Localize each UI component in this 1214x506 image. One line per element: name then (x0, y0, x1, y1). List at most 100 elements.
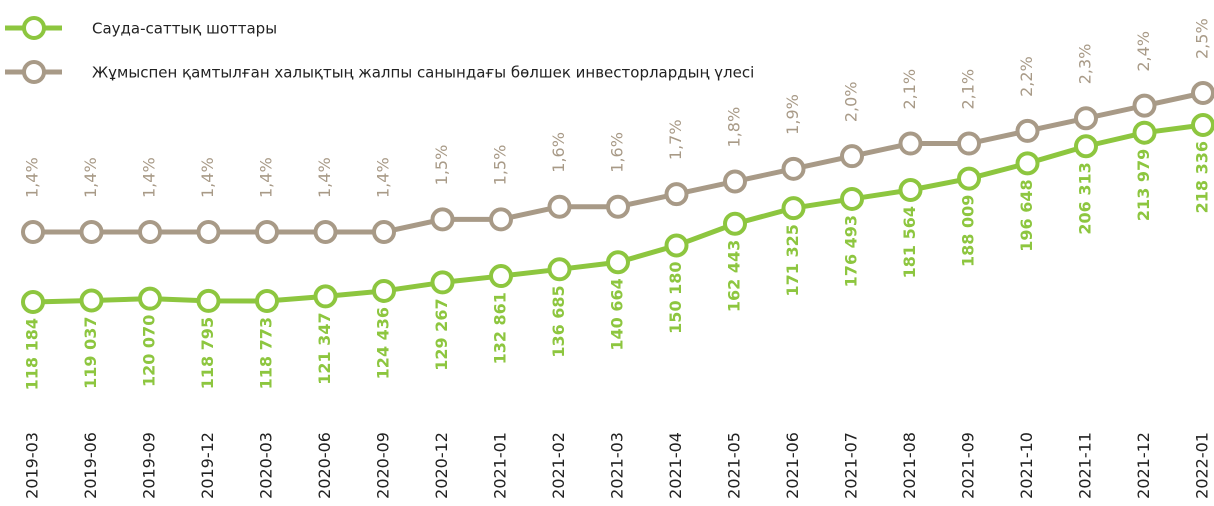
data-label: 1,4% (23, 157, 42, 198)
x-tick-label: 2019-09 (140, 432, 159, 499)
data-label: 2,0% (842, 82, 861, 123)
data-label: 140 664 (608, 278, 627, 350)
data-label: 2,1% (900, 69, 919, 110)
data-label: 1,4% (140, 157, 159, 198)
data-point (781, 196, 806, 221)
data-point (547, 194, 572, 219)
data-label: 1,8% (725, 107, 744, 148)
data-point (1015, 118, 1040, 143)
data-label: 1,6% (608, 132, 627, 173)
data-point (79, 220, 104, 244)
data-label: 2,3% (1076, 44, 1095, 85)
data-point (21, 220, 45, 244)
data-label: 206 313 (1076, 162, 1095, 234)
data-label: 181 564 (900, 206, 919, 278)
data-point (723, 211, 747, 236)
data-label: 218 336 (1193, 141, 1212, 213)
data-label: 124 436 (374, 307, 393, 379)
data-label: 1,4% (315, 157, 334, 198)
data-point (313, 220, 338, 244)
data-label: 118 795 (198, 317, 217, 389)
data-point (547, 257, 572, 282)
x-tick-label: 2022-01 (1193, 432, 1212, 499)
data-label: 176 493 (842, 215, 861, 287)
data-point (196, 288, 221, 313)
data-point (255, 220, 279, 244)
data-label: 171 325 (783, 224, 802, 296)
x-tick-label: 2020-06 (315, 432, 334, 499)
data-point (664, 182, 689, 207)
data-point (1015, 151, 1040, 176)
data-point (898, 177, 923, 202)
data-point (840, 144, 864, 169)
x-tick-label: 2021-12 (1134, 432, 1153, 499)
x-tick-label: 2019-03 (23, 432, 42, 499)
data-label: 2,2% (1017, 56, 1036, 97)
data-point (430, 270, 455, 295)
data-label: 196 648 (1017, 179, 1036, 251)
x-tick-label: 2020-09 (374, 432, 393, 499)
data-point (1132, 120, 1157, 145)
data-label: 1,5% (491, 145, 510, 186)
data-point (138, 286, 162, 311)
data-point (1074, 106, 1098, 131)
x-tick-label: 2021-02 (549, 432, 568, 499)
x-tick-label: 2021-11 (1076, 432, 1095, 499)
legend-swatch-marker (22, 60, 46, 84)
x-tick-label: 2021-07 (842, 432, 861, 499)
data-label: 121 347 (315, 312, 334, 384)
data-point (21, 290, 45, 314)
data-point (372, 278, 396, 303)
data-label: 2,4% (1134, 31, 1153, 72)
data-point (898, 131, 923, 156)
data-label: 118 184 (23, 318, 42, 390)
data-point (255, 288, 279, 313)
x-tick-label: 2020-03 (257, 432, 276, 499)
data-label: 120 070 (140, 315, 159, 387)
data-label: 2,5% (1193, 18, 1212, 59)
data-point (79, 288, 104, 313)
data-point (606, 250, 630, 275)
x-tick-label: 2021-06 (783, 432, 802, 499)
data-point (489, 264, 513, 289)
data-label: 162 443 (725, 240, 744, 312)
x-tick-label: 2021-08 (900, 432, 919, 499)
data-label: 1,7% (666, 119, 685, 160)
data-point (1132, 93, 1157, 118)
legend-swatch-marker (22, 16, 46, 40)
x-tick-label: 2021-04 (666, 432, 685, 499)
legend-label: Жұмыспен қамтылған халықтың жалпы санынд… (92, 64, 754, 82)
x-tick-label: 2019-12 (198, 432, 217, 499)
data-label: 1,4% (374, 157, 393, 198)
data-point (606, 194, 630, 219)
data-label: 150 180 (666, 261, 685, 333)
data-label: 118 773 (257, 317, 276, 389)
legend-label: Сауда-саттық шоттары (92, 20, 277, 38)
data-point (489, 207, 513, 232)
data-point (1191, 113, 1214, 137)
data-point (723, 169, 747, 194)
x-tick-label: 2021-03 (608, 432, 627, 499)
data-label: 1,4% (257, 157, 276, 198)
x-tick-label: 2020-12 (432, 432, 451, 499)
data-label: 213 979 (1134, 149, 1153, 221)
x-tick-label: 2021-05 (725, 432, 744, 499)
x-tick-label: 2021-09 (959, 432, 978, 499)
data-label: 1,5% (432, 145, 451, 186)
data-point (138, 220, 162, 244)
data-point (1191, 81, 1214, 105)
data-point (372, 220, 396, 244)
data-point (1074, 134, 1098, 159)
data-label: 1,6% (549, 132, 568, 173)
data-label: 119 037 (81, 316, 100, 388)
data-label: 1,4% (198, 157, 217, 198)
data-point (840, 186, 864, 211)
data-label: 129 267 (432, 298, 451, 370)
data-point (430, 207, 455, 232)
x-tick-label: 2021-10 (1017, 432, 1036, 499)
data-label: 188 009 (959, 195, 978, 267)
data-point (664, 233, 689, 258)
data-point (957, 131, 981, 156)
data-point (957, 166, 981, 191)
